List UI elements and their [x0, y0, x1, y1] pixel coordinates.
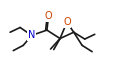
Text: O: O [63, 17, 71, 27]
Text: N: N [28, 30, 35, 40]
Text: O: O [45, 11, 52, 21]
